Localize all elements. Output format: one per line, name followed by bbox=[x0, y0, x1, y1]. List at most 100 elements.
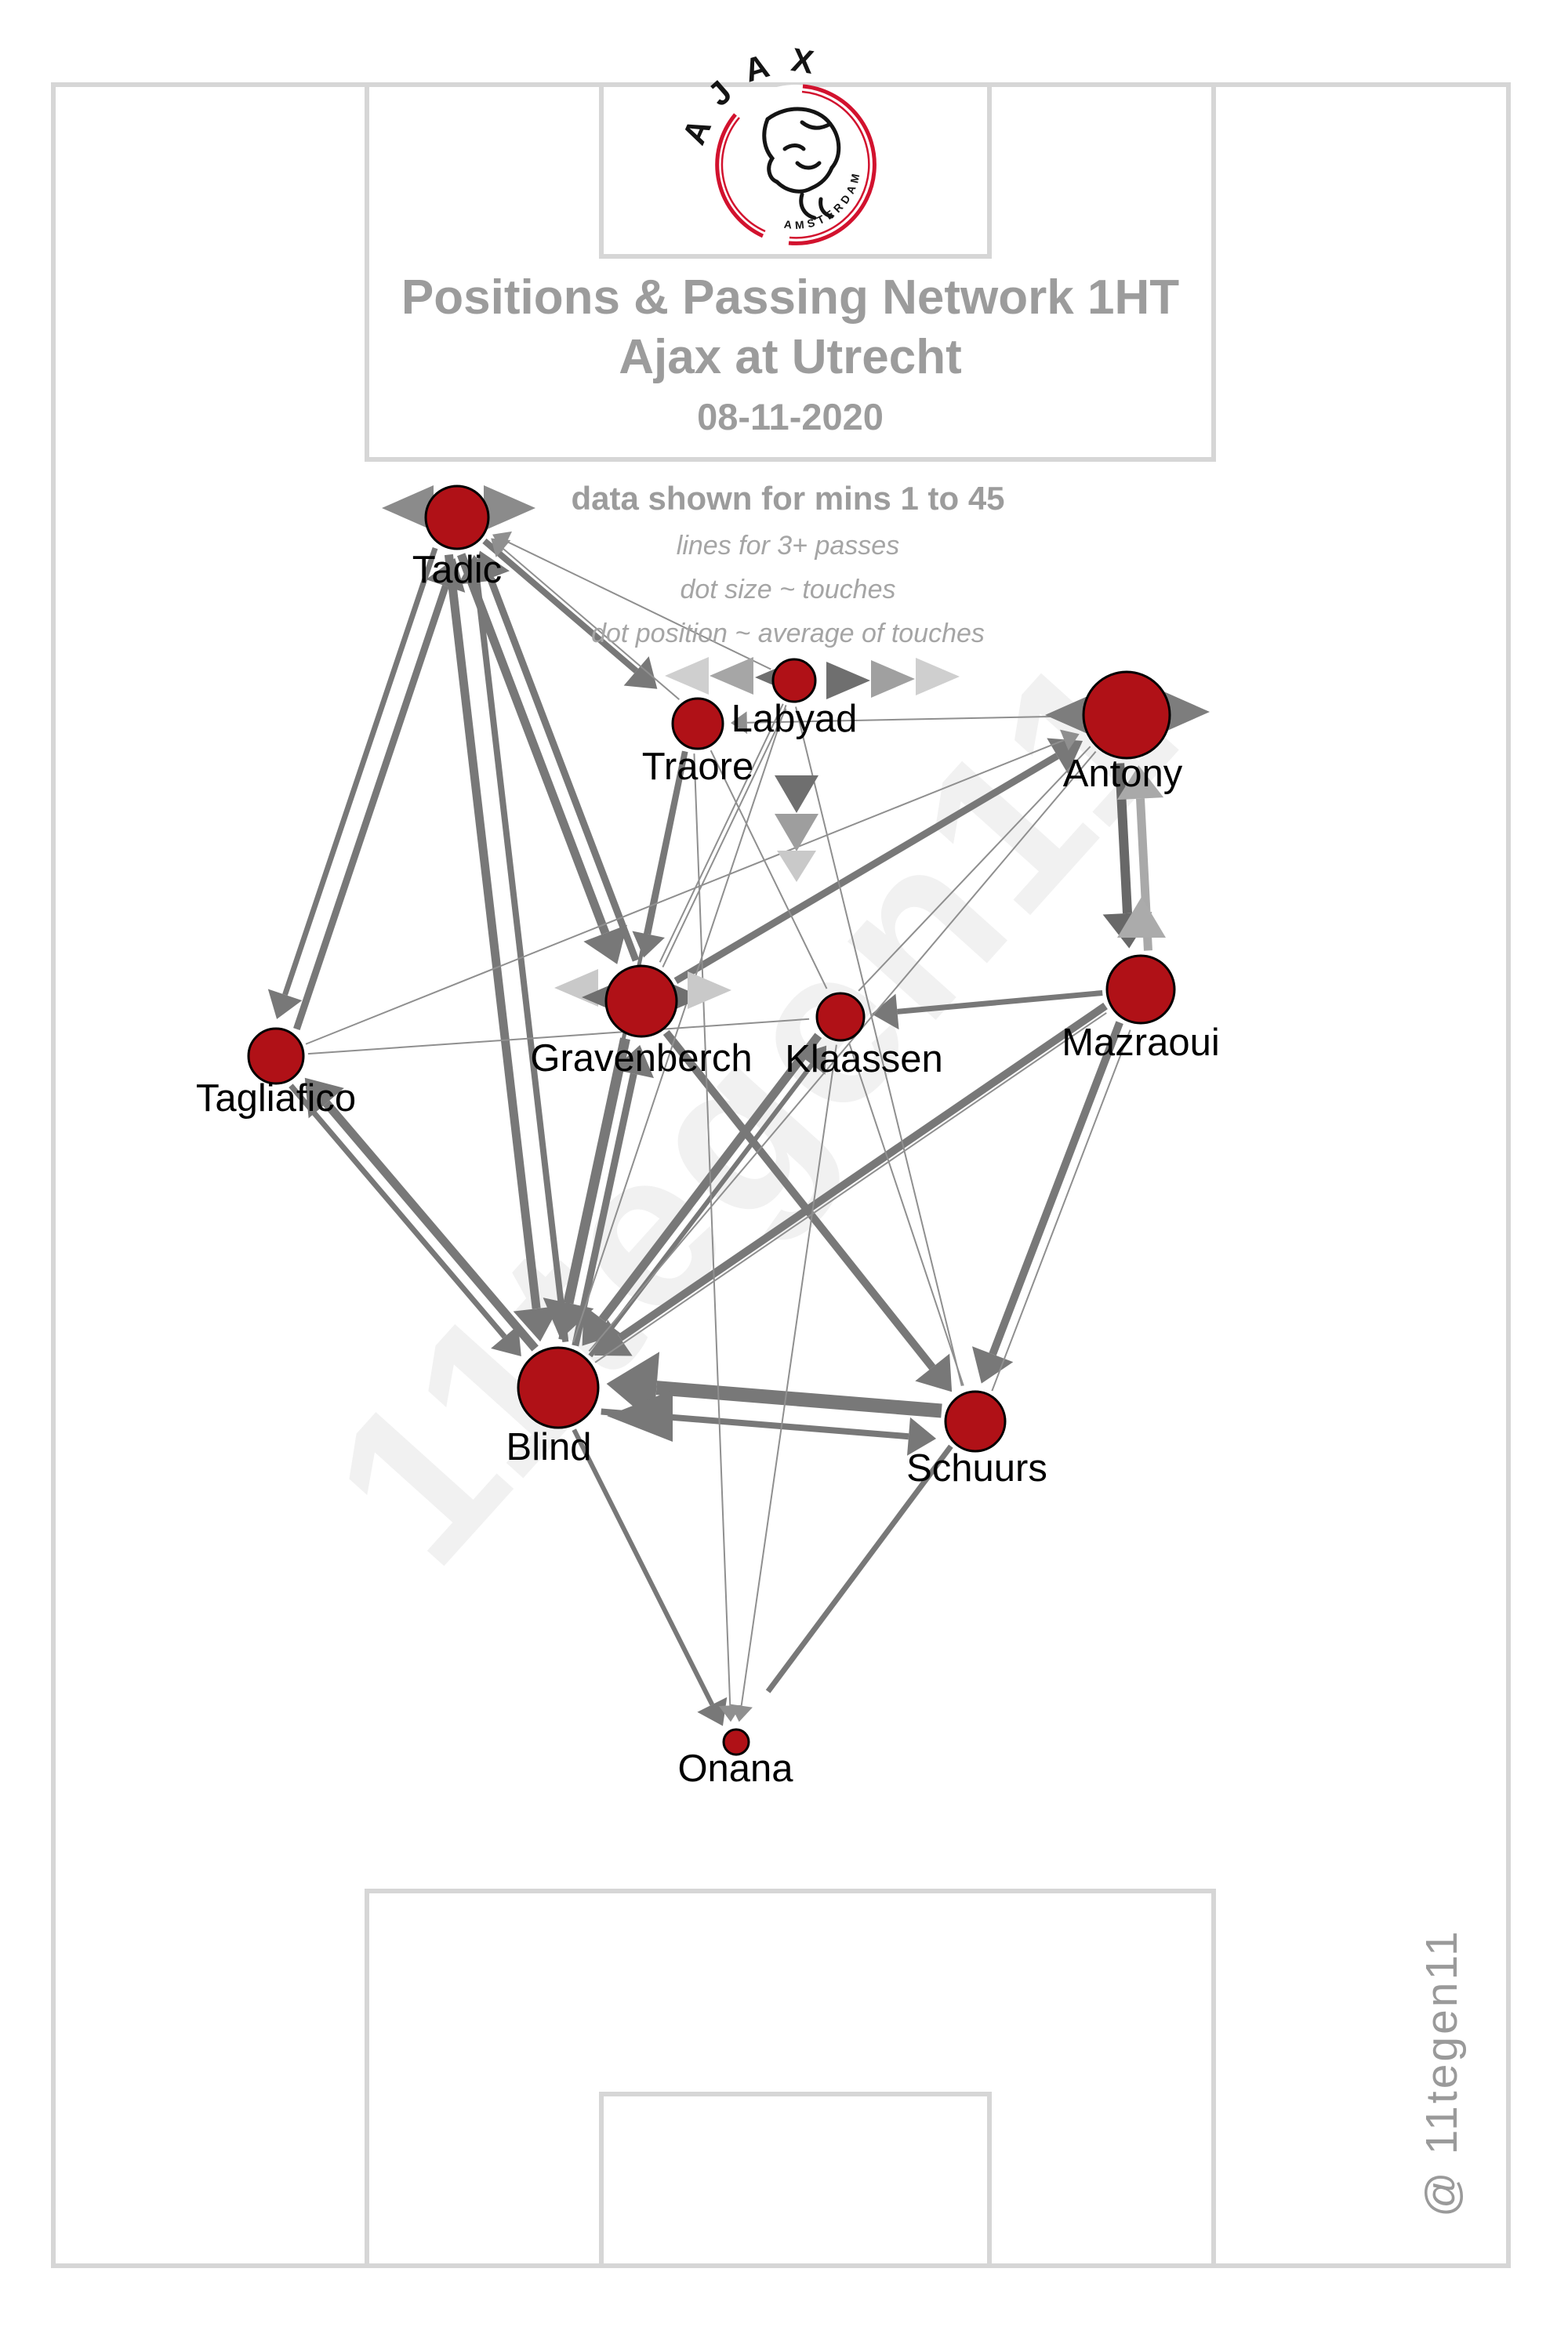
player-node-labyad bbox=[771, 658, 817, 703]
pass-edge-grav-antony bbox=[673, 753, 1059, 984]
arrow-marker-down bbox=[775, 775, 818, 813]
pass-edge-schuurs-onana bbox=[765, 1444, 953, 1693]
pass-arrowhead bbox=[1047, 738, 1083, 774]
pass-edge-traore-tadic bbox=[503, 548, 680, 700]
pass-edge-labyad-schuurs bbox=[795, 706, 963, 1387]
pass-arrowhead bbox=[730, 711, 748, 735]
pass-arrowhead bbox=[906, 1417, 937, 1456]
pass-edge-klaassen-schuurs bbox=[848, 1043, 964, 1386]
pass-arrowhead bbox=[1116, 765, 1164, 800]
pass-arrowhead bbox=[583, 924, 627, 964]
pass-arrowhead bbox=[915, 1353, 953, 1392]
player-node-mazraoui bbox=[1105, 954, 1176, 1025]
pass-arrowhead bbox=[718, 1704, 742, 1722]
pass-edge-labyad-blind bbox=[572, 704, 787, 1343]
pass-arrowhead bbox=[458, 554, 497, 585]
player-node-antony bbox=[1082, 670, 1171, 760]
pitch-box-1 bbox=[599, 82, 992, 259]
pass-edge-klaassen-onana bbox=[740, 1044, 837, 1706]
pass-edge-antony-klaassen bbox=[858, 746, 1091, 992]
arrow-marker-right bbox=[826, 662, 870, 699]
pass-arrowhead bbox=[613, 1044, 655, 1079]
pass-edge-labyad-tadic bbox=[506, 540, 771, 670]
pass-arrowhead bbox=[697, 1697, 728, 1726]
player-node-onana bbox=[722, 1728, 750, 1756]
pass-arrowhead bbox=[623, 656, 658, 689]
pass-arrowhead bbox=[491, 538, 511, 557]
player-label-traore: Traore bbox=[642, 746, 754, 788]
arrow-marker-down bbox=[775, 814, 818, 851]
pitch-box-2 bbox=[365, 1889, 1216, 2268]
pass-arrowhead bbox=[491, 1325, 521, 1357]
legend-dot-size-note: dot size ~ touches bbox=[680, 575, 896, 604]
legend-heading: data shown for mins 1 to 45 bbox=[571, 480, 1005, 517]
pass-edge-tadic-tagliafico bbox=[282, 547, 438, 996]
pass-edge-antony-traore bbox=[746, 715, 1080, 724]
pass-edge-antony-blind bbox=[588, 750, 1097, 1352]
pass-edge-labyad-grav bbox=[659, 703, 784, 963]
pass-edge-schuurs-blind bbox=[655, 1381, 942, 1418]
match-date: 08-11-2020 bbox=[697, 396, 884, 437]
pass-arrowhead bbox=[304, 1077, 344, 1119]
player-label-klaassen: Klaassen bbox=[785, 1038, 943, 1080]
arrow-marker-up bbox=[1117, 897, 1166, 938]
title-block: Positions & Passing Network 1HT Ajax at … bbox=[357, 268, 1224, 438]
pass-edge-antony-mazraoui bbox=[1115, 763, 1132, 914]
arrow-marker-left bbox=[382, 485, 434, 531]
arrow-marker-left bbox=[710, 657, 753, 695]
pass-edge-tagliafico-klaassen bbox=[307, 1018, 810, 1055]
page-title: Positions & Passing Network 1HT bbox=[401, 270, 1180, 325]
player-label-antony: Antony bbox=[1063, 753, 1183, 795]
player-label-grav: Gravenberch bbox=[530, 1037, 752, 1080]
pass-edge-schuurs-mazraoui bbox=[991, 1029, 1131, 1392]
legend-lines-note: lines for 3+ passes bbox=[676, 531, 900, 561]
player-label-tagliafico: Tagliafico bbox=[196, 1077, 356, 1120]
pass-arrowhead bbox=[798, 1045, 827, 1075]
page-subtitle: Ajax at Utrecht bbox=[619, 330, 962, 384]
pass-edge-grav-schuurs bbox=[662, 1029, 936, 1370]
player-node-tadic bbox=[424, 485, 490, 550]
arrow-marker-right bbox=[688, 971, 731, 1009]
legend-dot-position-note: dot position ~ average of touches bbox=[591, 619, 985, 648]
player-label-tadic: Tadic bbox=[412, 549, 502, 591]
pass-edge-grav-labyad bbox=[662, 708, 787, 967]
player-node-klaassen bbox=[815, 992, 866, 1042]
arrow-marker-right bbox=[484, 485, 535, 531]
pass-edge-tagliafico-tadic bbox=[293, 585, 449, 1031]
legend: data shown for mins 1 to 45 lines for 3+… bbox=[435, 480, 1141, 649]
pass-edge-blind-mazraoui bbox=[594, 1012, 1107, 1363]
player-node-blind bbox=[517, 1346, 600, 1429]
pass-edge-grav-tadic bbox=[487, 576, 640, 962]
pass-arrowhead bbox=[1060, 729, 1080, 751]
pass-edge-tadic-traore bbox=[482, 538, 639, 673]
pass-arrowhead bbox=[871, 993, 899, 1030]
credit-handle: @ 11tegen11 bbox=[1417, 1929, 1467, 2217]
arrow-marker-right bbox=[916, 658, 960, 695]
pass-edge-blind-klaassen bbox=[588, 1063, 815, 1358]
pass-arrowhead bbox=[267, 989, 303, 1019]
player-node-grav bbox=[604, 964, 678, 1038]
pass-edge-traore-klaassen bbox=[710, 750, 828, 989]
player-node-schuurs bbox=[944, 1390, 1007, 1453]
player-label-mazraoui: Mazraoui bbox=[1062, 1022, 1220, 1064]
arrow-marker-left bbox=[665, 657, 709, 695]
arrow-marker-right bbox=[871, 660, 915, 698]
pass-edge-blind-grav bbox=[572, 1073, 637, 1347]
player-node-tagliafico bbox=[247, 1027, 305, 1085]
pass-edge-traore-onana bbox=[693, 753, 731, 1706]
player-label-schuurs: Schuurs bbox=[906, 1447, 1047, 1490]
pass-edge-mazraoui-schuurs bbox=[989, 1021, 1123, 1356]
player-label-labyad: Labyad bbox=[731, 698, 858, 740]
player-label-blind: Blind bbox=[506, 1426, 592, 1468]
pass-edge-blind-onana bbox=[572, 1428, 715, 1706]
pass-arrowhead bbox=[971, 1346, 1014, 1384]
pass-edge-tagliafico-antony bbox=[305, 739, 1065, 1045]
player-label-onana: Onana bbox=[677, 1748, 793, 1790]
pass-edge-tadic-grav bbox=[457, 553, 610, 935]
pass-edge-tadic-blind bbox=[444, 554, 541, 1309]
pass-arrowhead bbox=[632, 931, 665, 958]
player-node-traore bbox=[671, 697, 724, 750]
